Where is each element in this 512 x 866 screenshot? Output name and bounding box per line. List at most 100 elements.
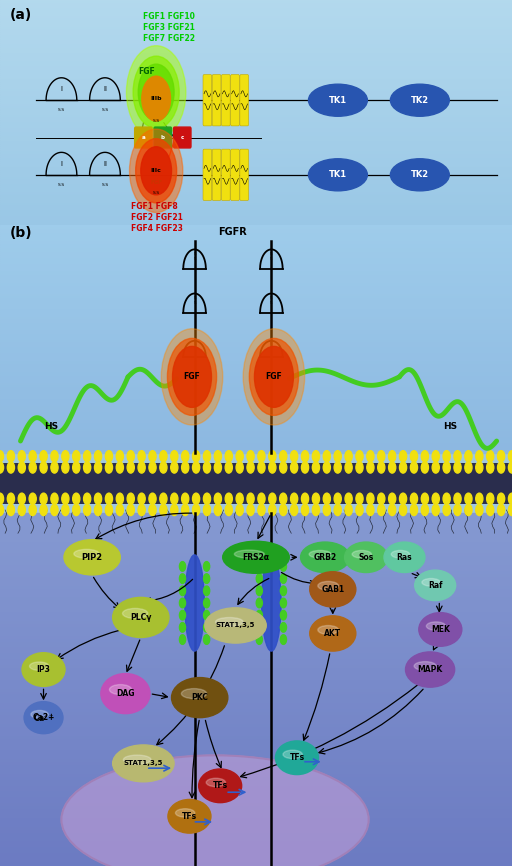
Bar: [0, 47, 512, 48]
Circle shape: [0, 493, 4, 504]
Circle shape: [399, 504, 407, 515]
Bar: [0, 86, 512, 88]
Bar: [0, 373, 512, 375]
Circle shape: [247, 493, 254, 504]
Bar: [0, 11, 512, 13]
Bar: [0, 400, 512, 402]
Circle shape: [7, 450, 14, 462]
Circle shape: [160, 450, 167, 462]
Circle shape: [389, 462, 396, 473]
Ellipse shape: [310, 616, 356, 651]
Bar: [0, 116, 512, 118]
Circle shape: [280, 493, 287, 504]
Ellipse shape: [308, 158, 368, 191]
Bar: [0, 369, 512, 372]
Circle shape: [454, 462, 461, 473]
Bar: [0, 293, 512, 295]
Circle shape: [281, 611, 287, 620]
Bar: [0, 126, 512, 127]
Bar: [0, 851, 512, 854]
Circle shape: [280, 504, 287, 515]
Bar: [0, 179, 512, 182]
Circle shape: [486, 450, 494, 462]
Circle shape: [508, 493, 512, 504]
Text: HS: HS: [443, 422, 458, 431]
Bar: [0, 552, 512, 554]
Text: S-S: S-S: [101, 183, 109, 187]
Circle shape: [51, 504, 58, 515]
Text: Ras: Ras: [397, 553, 412, 562]
Circle shape: [127, 504, 134, 515]
Circle shape: [203, 462, 210, 473]
Bar: [0, 362, 512, 364]
Circle shape: [476, 450, 483, 462]
Ellipse shape: [113, 745, 174, 782]
Bar: [0, 176, 512, 178]
Circle shape: [356, 462, 363, 473]
Bar: [0, 727, 512, 731]
Bar: [0, 748, 512, 752]
Bar: [0, 637, 512, 640]
Bar: [0, 451, 512, 453]
Bar: [0, 110, 512, 113]
Bar: [0, 778, 512, 781]
Circle shape: [105, 493, 113, 504]
Bar: [0, 88, 512, 90]
Bar: [0, 335, 512, 337]
Circle shape: [236, 493, 243, 504]
Bar: [0, 172, 512, 174]
Bar: [0, 142, 512, 144]
Ellipse shape: [414, 662, 436, 670]
Circle shape: [160, 493, 167, 504]
Bar: [0, 340, 512, 343]
Bar: [0, 385, 512, 386]
Circle shape: [443, 462, 450, 473]
Bar: [0, 378, 512, 381]
Circle shape: [179, 598, 185, 608]
Bar: [0, 563, 512, 566]
Circle shape: [105, 450, 113, 462]
Circle shape: [486, 504, 494, 515]
Bar: [0, 230, 512, 232]
Bar: [0, 434, 512, 436]
Text: IIIc: IIIc: [151, 168, 162, 173]
Circle shape: [204, 635, 210, 644]
Text: S-S: S-S: [58, 108, 65, 113]
Bar: [0, 45, 512, 47]
Ellipse shape: [30, 662, 49, 670]
Bar: [0, 48, 512, 50]
Text: GRB2: GRB2: [313, 553, 337, 562]
Circle shape: [356, 493, 363, 504]
Circle shape: [29, 504, 36, 515]
Text: MAPK: MAPK: [417, 665, 443, 674]
Bar: [0, 30, 512, 32]
Text: S
S: S S: [270, 342, 272, 351]
Circle shape: [215, 450, 222, 462]
Bar: [0, 584, 512, 586]
Circle shape: [258, 504, 265, 515]
Ellipse shape: [122, 609, 148, 618]
Bar: [0, 391, 512, 392]
Text: S-S: S-S: [101, 108, 109, 113]
Bar: [0, 73, 512, 74]
Bar: [0, 28, 512, 30]
Ellipse shape: [181, 688, 207, 699]
Bar: [0, 276, 512, 278]
Ellipse shape: [406, 652, 455, 688]
Circle shape: [421, 493, 429, 504]
Bar: [0, 21, 512, 23]
Circle shape: [7, 493, 14, 504]
Bar: [0, 66, 512, 68]
Circle shape: [411, 450, 418, 462]
Bar: [0, 448, 512, 449]
Circle shape: [126, 46, 186, 139]
Bar: [0, 274, 512, 276]
Circle shape: [149, 504, 156, 515]
Circle shape: [204, 623, 210, 632]
Bar: [0, 392, 512, 394]
Bar: [0, 270, 512, 272]
Bar: [0, 839, 512, 843]
Text: I: I: [60, 86, 62, 92]
Circle shape: [281, 635, 287, 644]
Bar: [0, 95, 512, 97]
